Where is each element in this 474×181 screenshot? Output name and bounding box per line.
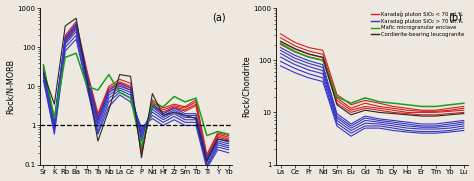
Text: (a): (a) xyxy=(212,13,226,23)
Text: (b): (b) xyxy=(448,13,462,23)
Y-axis label: Rock/N-MORB: Rock/N-MORB xyxy=(6,59,15,114)
Y-axis label: Rock/Chondrite: Rock/Chondrite xyxy=(242,56,251,117)
Legend: Karadağ pluton SiO₂ < 70 wt.%, Karadağ pluton SiO₂ > 70 wt.%, Mafic microgranula: Karadağ pluton SiO₂ < 70 wt.%, Karadağ p… xyxy=(370,11,465,38)
